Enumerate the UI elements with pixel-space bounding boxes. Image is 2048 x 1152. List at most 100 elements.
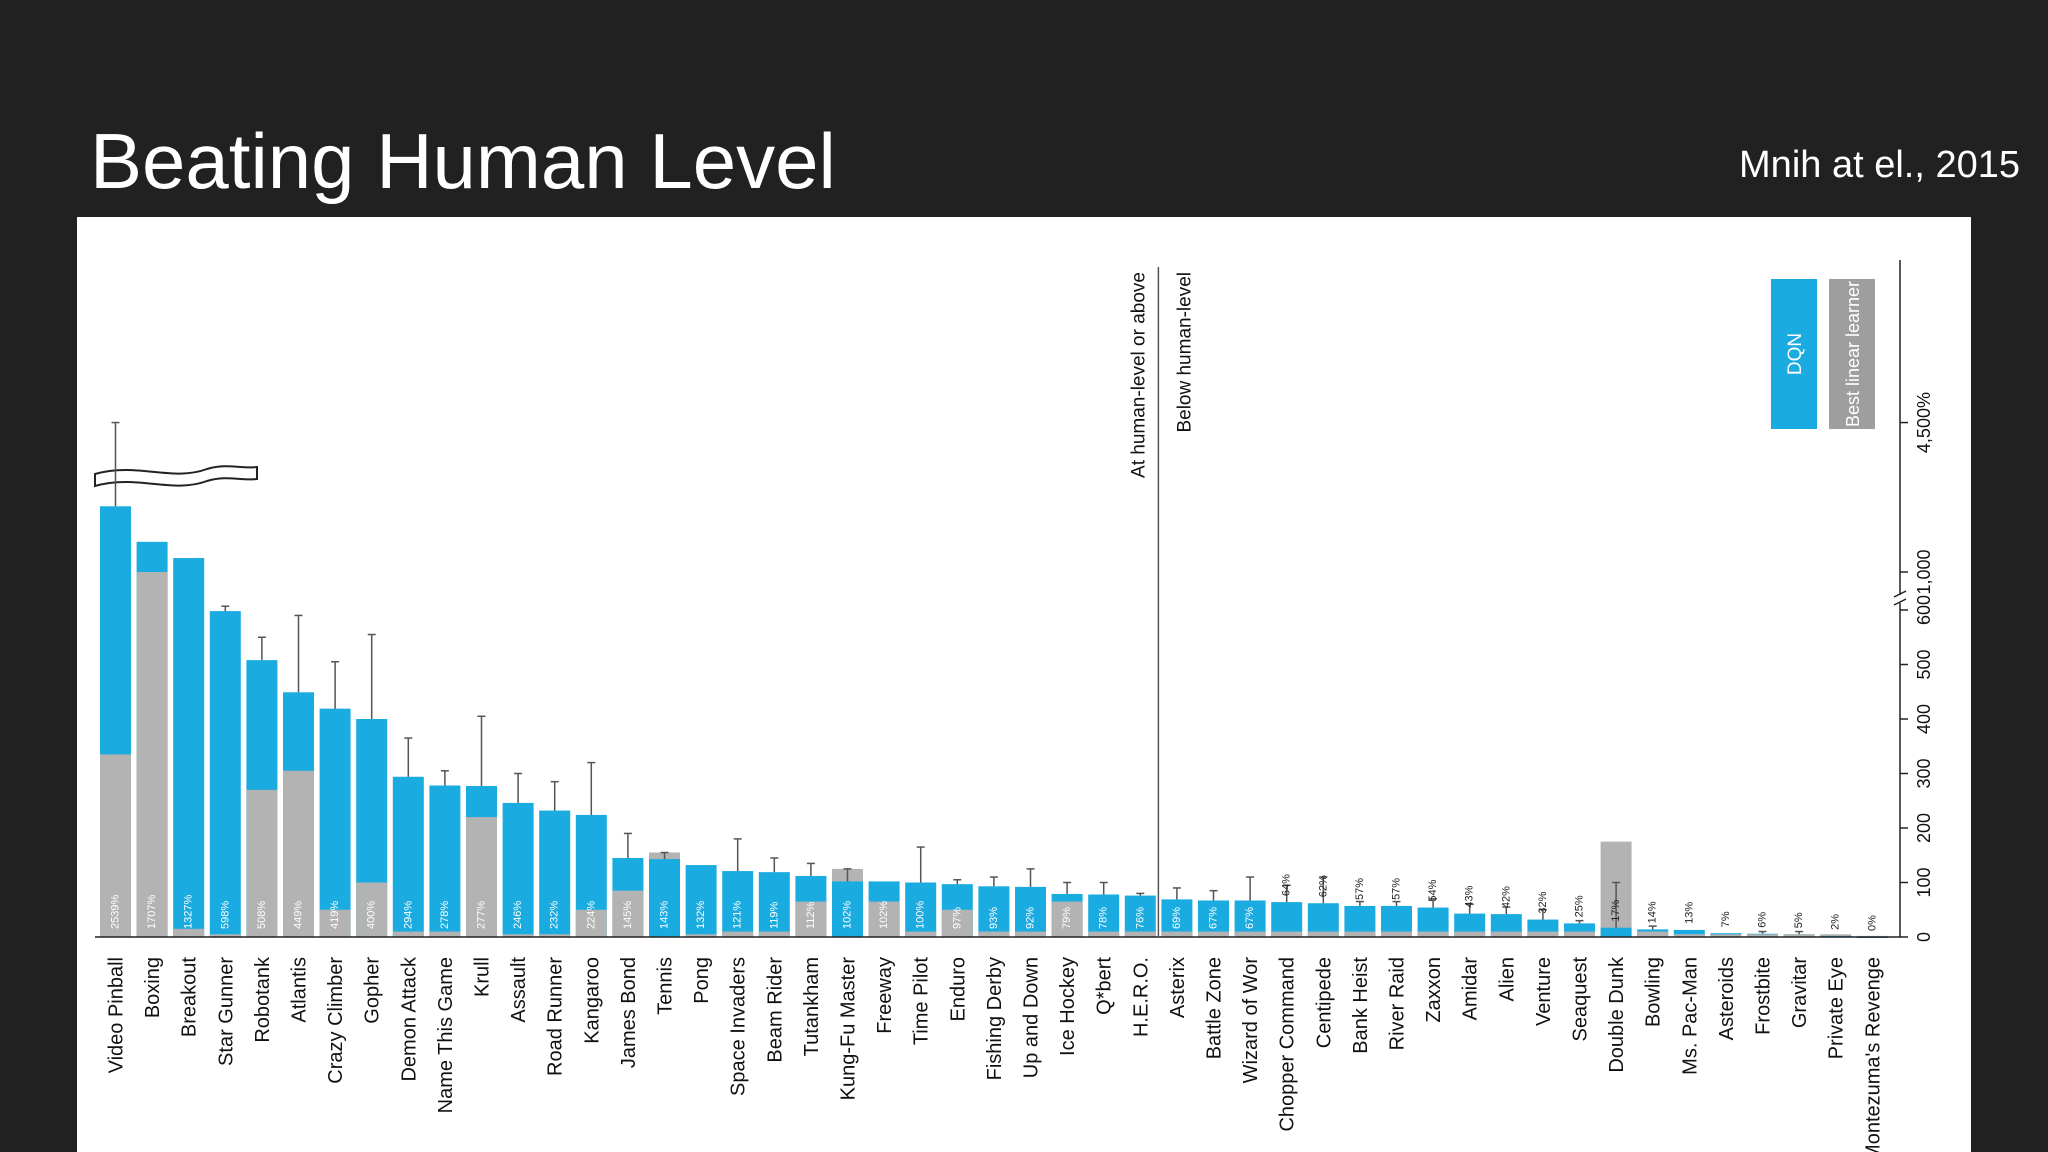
category-label: Fishing Derby xyxy=(984,957,1006,1080)
y-tick-label: 500 xyxy=(1914,649,1934,679)
linear-bar xyxy=(1161,931,1193,937)
bar-value-label: 5% xyxy=(1793,912,1805,928)
bar-value-label: 7% xyxy=(1720,911,1732,927)
bar-value-label: 419% xyxy=(329,901,341,929)
linear-bar xyxy=(246,789,278,937)
linear-bar xyxy=(1015,931,1046,937)
bar-value-label: 6% xyxy=(1757,912,1769,928)
linear-bar xyxy=(209,934,241,937)
linear-bar xyxy=(1527,931,1559,937)
category-label: H.E.R.O. xyxy=(1130,957,1152,1037)
bar-value-label: 92% xyxy=(1025,907,1037,929)
linear-bar xyxy=(1307,931,1339,937)
linear-bar xyxy=(136,572,168,937)
category-label: Zaxxon xyxy=(1423,957,1445,1023)
linear-bar xyxy=(100,754,131,937)
category-label: Up and Down xyxy=(1021,957,1043,1078)
bar-value-label: 97% xyxy=(951,907,963,929)
bar-value-label: 78% xyxy=(1098,907,1110,929)
category-label: Private Eye xyxy=(1826,957,1848,1059)
error-bars-layer xyxy=(111,421,1804,935)
bar-value-label: 14% xyxy=(1647,901,1659,923)
bar-value-label: 294% xyxy=(402,901,414,929)
dqn-bar xyxy=(429,785,461,937)
dqn-bar xyxy=(1234,900,1266,937)
bar-value-label: 278% xyxy=(439,901,451,929)
category-label: Gravitar xyxy=(1789,957,1811,1028)
slide-title: Beating Human Level xyxy=(90,117,836,205)
category-label: Gopher xyxy=(362,957,384,1024)
dqn-bar xyxy=(1271,902,1303,937)
dqn-bar xyxy=(319,708,351,937)
bar-value-label: 62% xyxy=(1317,875,1329,897)
category-label: Krull xyxy=(472,957,494,997)
bar-value-label: 76% xyxy=(1134,907,1146,929)
bar-value-label: 32% xyxy=(1537,891,1549,913)
category-label: Centipede xyxy=(1313,957,1335,1048)
linear-bar xyxy=(1490,931,1522,937)
bar-value-label: 145% xyxy=(622,901,634,929)
bar-value-label: 112% xyxy=(805,901,817,929)
bar-value-label: 121% xyxy=(732,901,744,929)
category-label: Frostbite xyxy=(1753,957,1775,1035)
dqn-bar xyxy=(1673,929,1705,937)
linear-bar xyxy=(539,934,571,937)
bar-value-label: 400% xyxy=(366,901,378,929)
category-label: Ms. Pac-Man xyxy=(1679,957,1701,1075)
y-tick-label: 0 xyxy=(1914,932,1934,942)
category-label: Space Invaders xyxy=(728,957,750,1096)
linear-bar xyxy=(1564,931,1595,937)
category-label: Crazy Climber xyxy=(325,957,347,1084)
linear-bar xyxy=(1454,931,1486,937)
category-label: Name This Game xyxy=(435,957,457,1113)
legend-linear-label: Best linear learner xyxy=(1843,281,1863,427)
category-label: Double Dunk xyxy=(1606,956,1628,1073)
bar-value-label: 42% xyxy=(1500,886,1512,908)
category-label: Q*bert xyxy=(1094,957,1116,1015)
linear-bar xyxy=(1124,931,1156,937)
bar-value-label: 54% xyxy=(1427,879,1439,901)
linear-bar xyxy=(1051,901,1083,937)
y-tick-label: 1,000 xyxy=(1914,549,1934,594)
category-label: Bank Heist xyxy=(1350,957,1372,1054)
dqn-bar xyxy=(173,558,205,937)
category-label: Amidar xyxy=(1460,957,1482,1021)
bar-value-label: 102% xyxy=(842,901,854,929)
category-label: James Bond xyxy=(618,957,640,1068)
category-label: Tennis xyxy=(655,957,677,1015)
dqn-bar xyxy=(502,802,534,937)
dqn-bar xyxy=(1198,900,1229,937)
category-label: Asteroids xyxy=(1716,957,1738,1040)
linear-bar xyxy=(795,901,827,937)
below-human-label: Below human-level xyxy=(1174,272,1195,433)
category-label: Pong xyxy=(691,957,713,1004)
bar-value-label: 232% xyxy=(549,901,561,929)
category-label: Beam Rider xyxy=(764,957,786,1063)
x-axis-labels: Video Pinball Boxing Breakout Star Gunner Ro… xyxy=(106,956,1885,1152)
bar-value-label: 64% xyxy=(1281,874,1293,896)
category-label: Enduro xyxy=(947,957,969,1022)
dqn-bar xyxy=(1454,913,1486,937)
dqn-bar xyxy=(905,882,937,937)
linear-bar xyxy=(392,931,424,937)
category-label: Ice Hockey xyxy=(1057,957,1079,1056)
bar-value-label: 67% xyxy=(1208,907,1220,929)
y-tick-label: 600 xyxy=(1914,595,1934,625)
linear-bar xyxy=(1637,931,1669,937)
category-label: Atlantis xyxy=(289,957,311,1023)
bar-value-label: 119% xyxy=(768,901,780,929)
y-tick-label: 300 xyxy=(1914,758,1934,788)
bar-value-label: 508% xyxy=(256,901,268,929)
category-label: Asterix xyxy=(1167,957,1189,1018)
bar-value-label: 25% xyxy=(1574,895,1586,917)
dqn-bar xyxy=(1161,899,1193,937)
bar-value-label: 67% xyxy=(1244,907,1256,929)
category-label: Alien xyxy=(1496,957,1518,1001)
linear-bar xyxy=(941,909,973,937)
linear-bar xyxy=(502,934,534,937)
linear-bar xyxy=(1673,934,1705,937)
category-label: Demon Attack xyxy=(398,956,420,1082)
dqn-bar xyxy=(685,865,717,937)
category-label: Wizard of Wor xyxy=(1240,957,1262,1084)
linear-bar xyxy=(722,931,754,937)
